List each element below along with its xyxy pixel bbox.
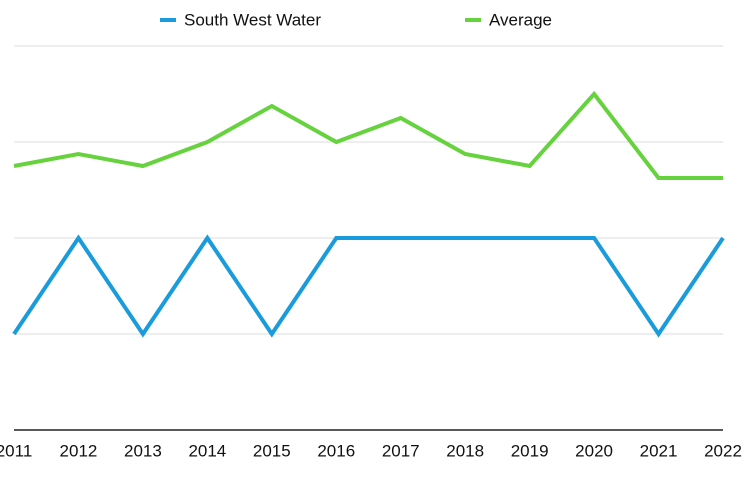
x-tick-label: 2013 (124, 441, 162, 460)
x-tick-label: 2015 (253, 441, 291, 460)
x-tick-label: 2022 (704, 441, 742, 460)
legend-label: South West Water (184, 10, 321, 29)
x-tick-label: 2020 (575, 441, 613, 460)
x-tick-label: 2012 (60, 441, 98, 460)
x-tick-label: 2021 (640, 441, 678, 460)
x-tick-label: 2014 (188, 441, 226, 460)
x-tick-label: 2017 (382, 441, 420, 460)
legend-label: Average (489, 10, 552, 29)
x-tick-label: 2016 (317, 441, 355, 460)
x-tick-label: 2018 (446, 441, 484, 460)
x-tick-label: 2011 (0, 441, 32, 460)
x-tick-label: 2019 (511, 441, 549, 460)
series-line (13, 90, 723, 180)
series-line (12, 234, 725, 338)
